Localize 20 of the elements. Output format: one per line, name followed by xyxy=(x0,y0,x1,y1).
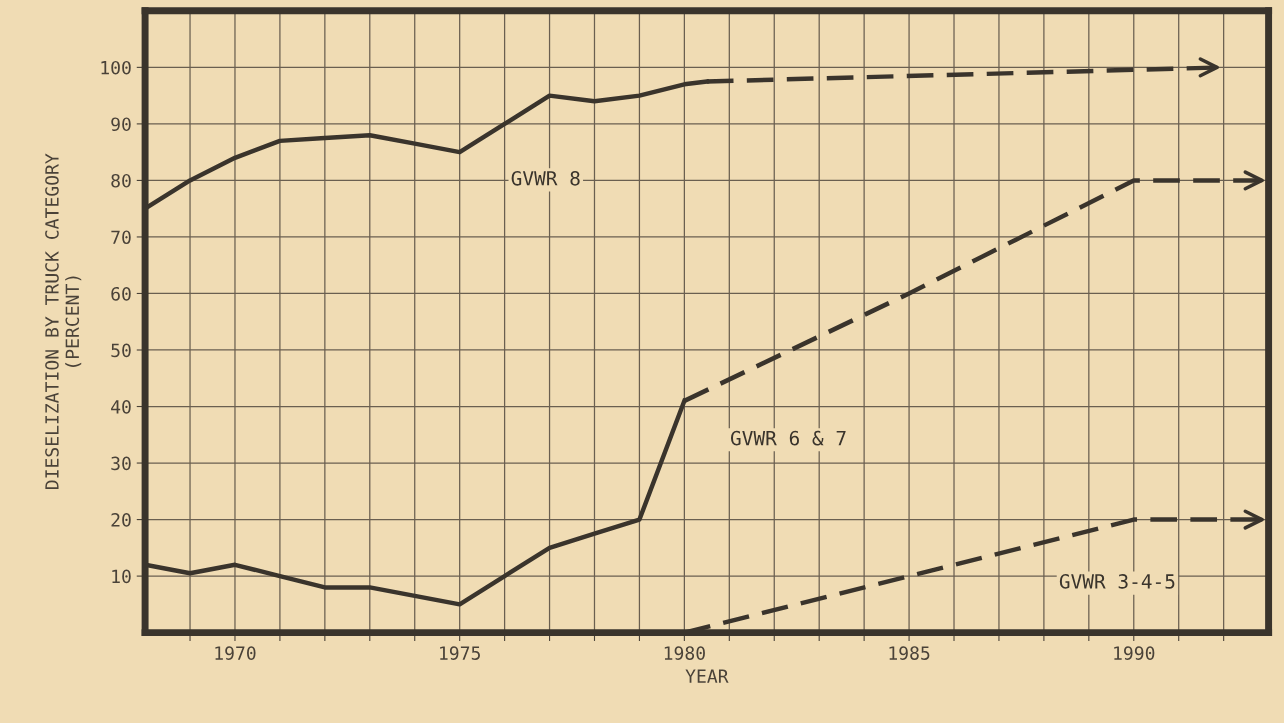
x-tick-label: 1980 xyxy=(664,646,705,660)
text: GVWR 6 & 7 xyxy=(730,430,846,446)
y-tick-label: 30 xyxy=(111,456,131,471)
series-label: GVWR 3-4-5 xyxy=(1059,574,1175,589)
text: GVWR 8 xyxy=(511,170,580,186)
y-tick-label: 20 xyxy=(111,513,131,527)
x-tick-label: 1990 xyxy=(1114,646,1155,660)
y-tick-label: 90 xyxy=(111,117,131,132)
y-tick-label: 80 xyxy=(111,173,131,188)
x-tick-label: 1970 xyxy=(215,646,256,660)
y-tick-label: 50 xyxy=(111,343,131,358)
x-tick-label: 1985 xyxy=(889,646,930,660)
x-tick-label: 1975 xyxy=(440,646,480,660)
y-tick-label: 60 xyxy=(111,286,131,301)
y-tick-label: 70 xyxy=(111,230,131,245)
y-tick-label: 100 xyxy=(101,60,131,75)
y-axis-title: DIESELIZATION BY TRUCK CATEGORY (PERCENT) xyxy=(45,153,82,490)
y-tick-label: 10 xyxy=(112,569,131,584)
y-tick-label: 40 xyxy=(111,400,131,414)
x-axis-title: YEAR xyxy=(685,669,729,683)
